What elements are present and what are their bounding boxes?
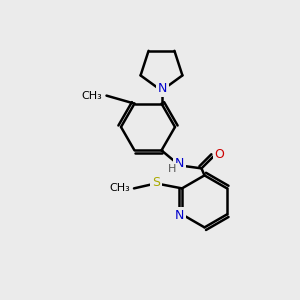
Text: CH₃: CH₃ [82,91,103,100]
Text: CH₃: CH₃ [109,183,130,194]
Text: N: N [175,157,184,170]
Text: N: N [158,82,167,95]
Text: O: O [214,148,224,161]
Text: N: N [174,209,184,222]
Text: S: S [152,176,160,189]
Text: H: H [168,164,177,174]
